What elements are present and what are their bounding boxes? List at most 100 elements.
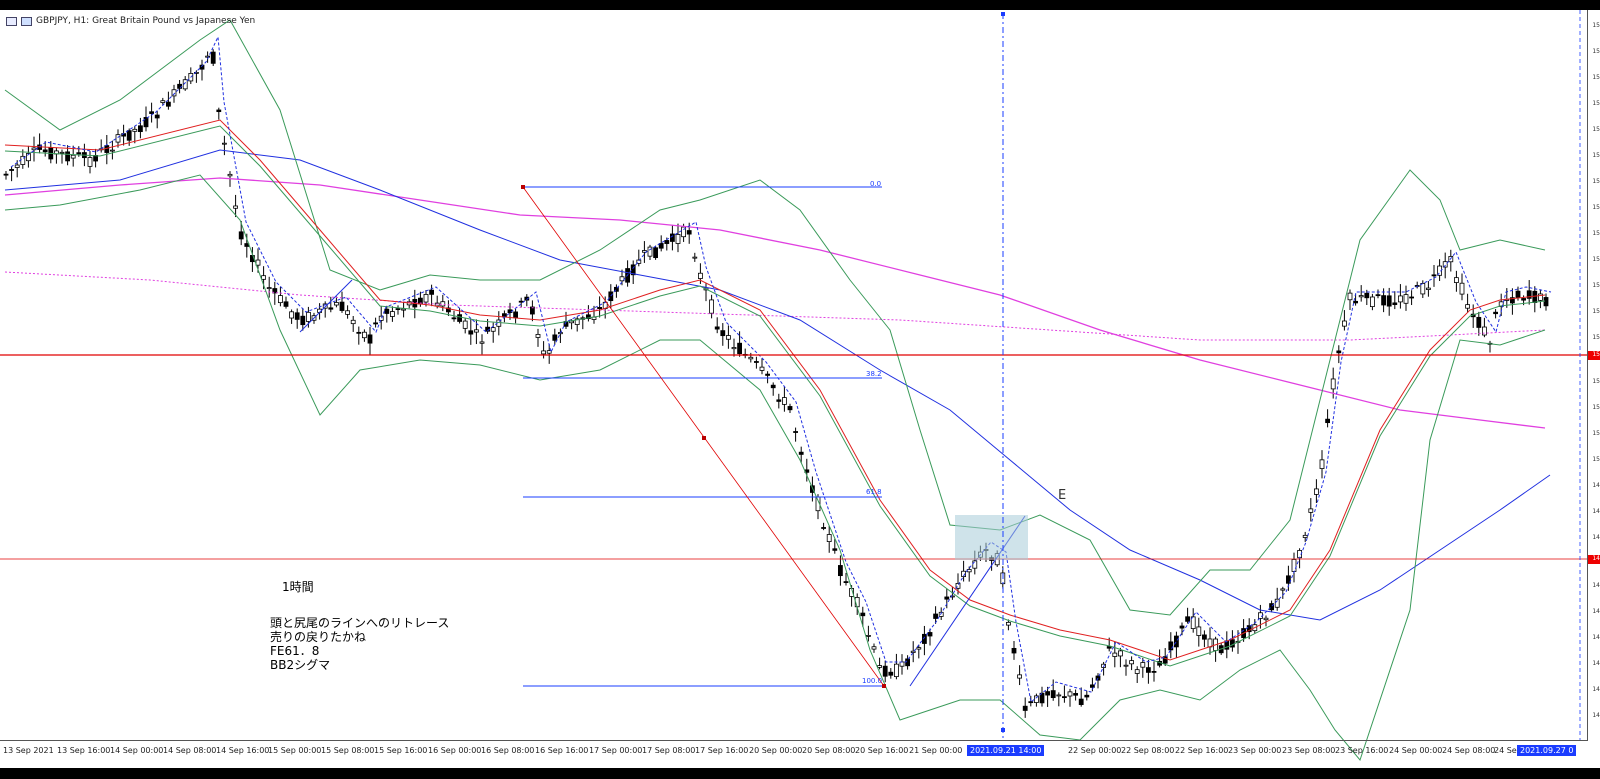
price-tick: 14 [1592,686,1600,693]
bull-candle [277,295,283,304]
bollinger-upper-band [4,19,1546,616]
retrace-zone [955,515,1028,560]
bear-candle [9,169,15,171]
bear-candle [395,308,401,310]
time-tick: 24 Sep 00:00 [1389,746,1443,755]
time-axis[interactable]: 13 Sep 2021 13 Sep 16:00 14 Sep 00:00 14… [0,740,1588,761]
time-tick: 24 Sep 08:00 [1442,746,1496,755]
ma-dotted-line [10,35,1552,703]
price-tick: 15 [1592,48,1600,55]
bull-candle [1056,694,1062,697]
bear-candle [445,307,451,313]
time-tick: 13 Sep 16:00 [57,746,111,755]
bull-candle [70,154,76,159]
price-tick: 15 [1592,378,1600,385]
note-line: 売りの戻りたかね [270,630,367,644]
cursor-handle-bottom [1001,728,1005,732]
ma-slow-line [4,149,1551,621]
bear-candle [1022,705,1028,711]
bull-candle [692,256,698,259]
bull-candle [59,151,65,154]
price-tick: 15 [1592,152,1600,159]
bull-candle [1454,277,1459,283]
bear-candle [1185,616,1190,622]
bull-candle [322,303,328,309]
cursor-handle-top [1001,12,1005,16]
note-line: 頭と尻尾のラインへのリトレース [270,616,450,630]
bull-candle [1426,287,1431,290]
bear-candle [76,152,82,155]
bull-candle [1420,283,1426,295]
bear-candle [328,307,334,310]
chart-menu-icon[interactable] [6,16,17,26]
bull-candle [1190,616,1196,630]
bear-candle [457,314,463,322]
bear-candle [787,406,793,411]
bull-candle [826,534,832,543]
cursor-time-label: 2021.09.21 14:00 [967,745,1045,756]
bull-candle [894,663,899,678]
bear-candle [1375,294,1381,297]
price-tick: 14 [1592,608,1600,615]
bear-candle [1325,418,1330,424]
bull-candle [182,79,188,90]
price-axis[interactable]: 15 15 15 15 15 15 15 15 15 15 15 15 15 1… [1587,10,1600,740]
bear-candle [670,233,675,242]
price-tick: 14 [1592,508,1600,515]
bear-candle [451,317,457,320]
note-line: BB2シグマ [270,658,331,672]
bear-candle [933,613,938,619]
bear-candle [586,314,591,320]
bear-candle [300,315,306,326]
bull-candle [726,335,731,340]
chart-window[interactable]: GBPJPY, H1: Great Britain Pound vs Japan… [0,10,1600,768]
bear-candle [1162,656,1168,664]
note-line: FE61．8 [270,644,320,658]
bull-candle [266,287,272,290]
bear-candle [126,130,132,141]
bear-candle [793,431,798,433]
bear-candle [1431,274,1437,277]
bear-candle [765,373,770,376]
bear-candle [137,125,143,133]
symbol-icon[interactable] [21,16,32,26]
bear-candle [154,114,160,119]
bull-candle [950,595,955,598]
bull-candle [378,315,384,321]
bull-candle [25,153,31,162]
bear-candle [524,296,530,301]
bear-candle [149,111,155,114]
bear-candle [1510,297,1515,304]
bear-candle [1028,701,1034,704]
price-tick: 15 [1592,430,1600,437]
chart-title-bar: GBPJPY, H1: Great Britain Pound vs Japan… [6,16,255,26]
bull-candle [160,100,166,103]
price-chart[interactable] [0,10,1600,768]
bear-candle [798,451,804,455]
bull-candle [261,275,267,280]
price-tick: 15 [1592,456,1600,463]
bear-candle [339,301,345,311]
bear-candle [927,632,933,637]
time-tick: 17 Sep 16:00 [695,746,749,755]
bear-candle [384,308,390,314]
bull-candle [205,55,211,58]
bear-candle [664,240,670,244]
bull-candle [1342,320,1347,327]
annotation-text: 1時間 頭と尻尾のラインへのリトレース 売りの戻りたかね FE61．8 BB2シ… [270,580,449,672]
bull-candle [462,320,468,329]
price-tick: 15 [1592,334,1600,341]
ma-long-dotted-line [4,271,1546,341]
bull-candle [1308,508,1314,513]
price-tick: 15 [1592,100,1600,107]
bull-candle [1442,261,1448,268]
bull-candle [675,234,681,244]
bear-candle [1392,302,1398,306]
bear-candle [238,231,244,240]
time-tick: 20 Sep 08:00 [802,746,856,755]
bull-candle [1498,301,1504,307]
bear-candle [356,331,362,334]
bear-candle [1011,647,1017,654]
bear-candle [653,247,658,259]
fib-level-100: 100.0 [862,677,883,685]
